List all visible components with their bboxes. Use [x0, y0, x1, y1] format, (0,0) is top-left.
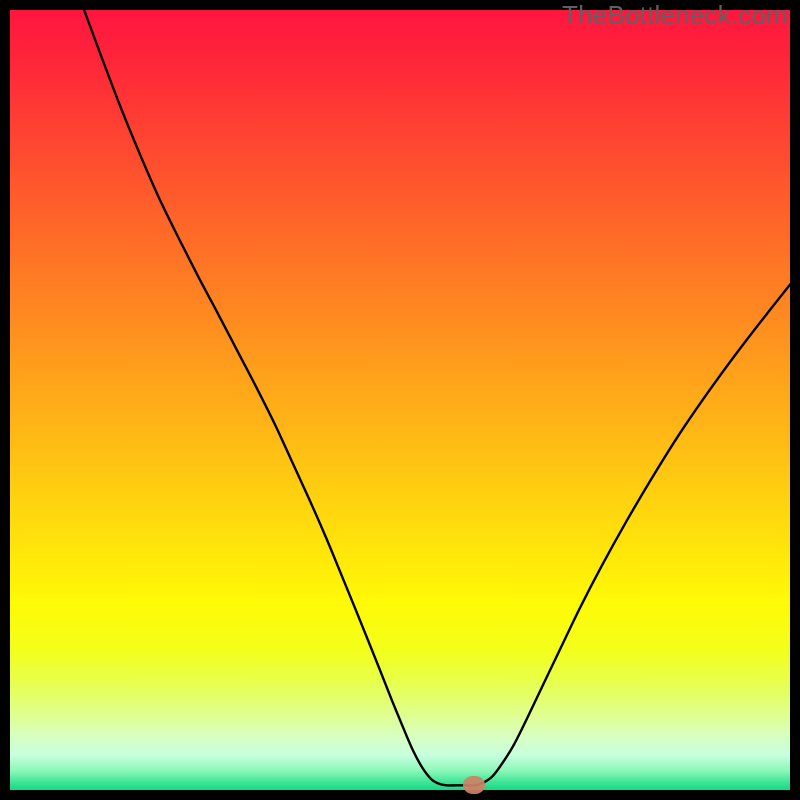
current-config-marker	[463, 776, 485, 794]
bottleneck-score-curve	[10, 10, 790, 790]
source-watermark: TheBottleneck.com	[562, 0, 788, 31]
